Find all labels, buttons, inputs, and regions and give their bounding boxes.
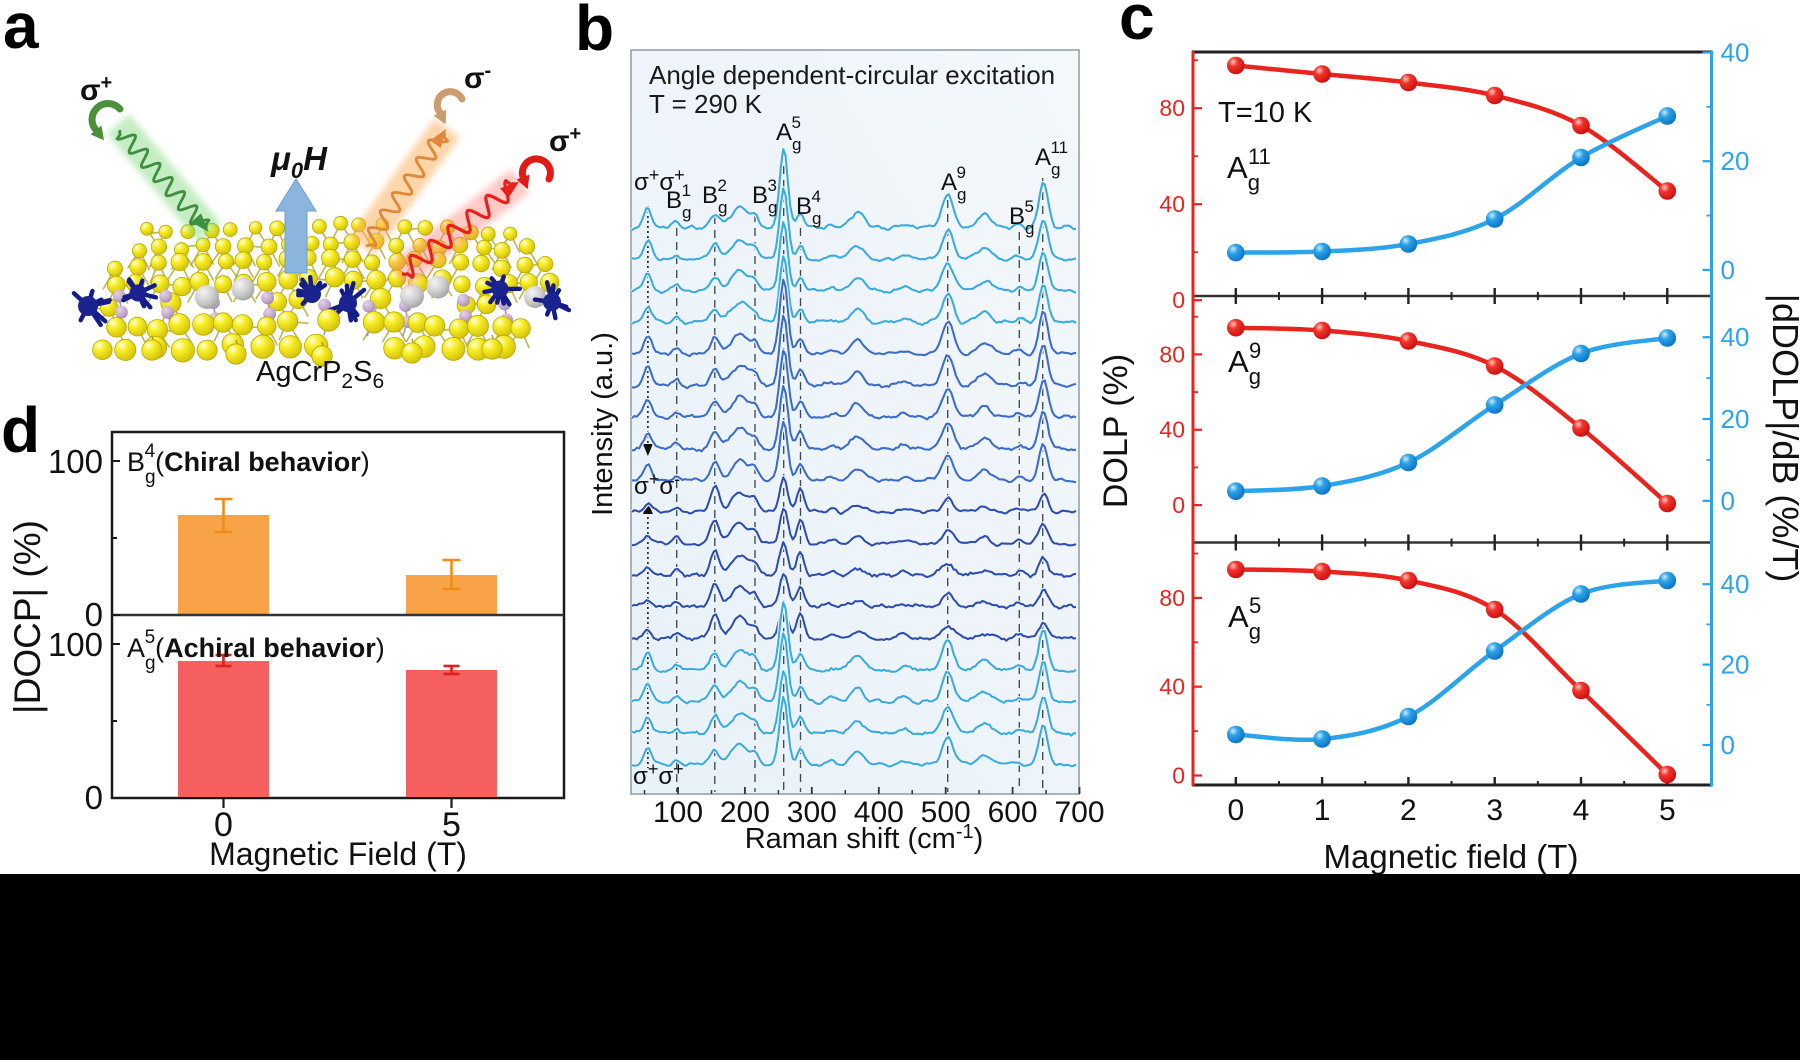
svg-text:100: 100 xyxy=(48,443,103,480)
svg-text:b: b xyxy=(575,0,614,64)
svg-text:T = 290 K: T = 290 K xyxy=(649,89,763,119)
svg-text:0: 0 xyxy=(1227,794,1244,827)
svg-text:μ0H: μ0H xyxy=(270,140,328,183)
svg-text:500: 500 xyxy=(921,796,971,829)
svg-text:σ+: σ+ xyxy=(549,123,581,158)
svg-text:0: 0 xyxy=(1172,492,1185,518)
svg-text:0: 0 xyxy=(1721,730,1735,760)
svg-text:Magnetic field (T): Magnetic field (T) xyxy=(1324,838,1579,875)
svg-text:5: 5 xyxy=(1659,794,1676,827)
svg-text:0: 0 xyxy=(1172,287,1185,313)
svg-text:σ-: σ- xyxy=(464,60,491,95)
svg-text:0: 0 xyxy=(1172,763,1185,789)
svg-text:a: a xyxy=(3,0,39,62)
svg-text:40: 40 xyxy=(1159,191,1185,217)
svg-text:d: d xyxy=(1,394,40,466)
svg-text:2: 2 xyxy=(1400,794,1417,827)
svg-text:80: 80 xyxy=(1159,95,1185,121)
svg-text:40: 40 xyxy=(1721,569,1750,599)
svg-text:0: 0 xyxy=(85,779,103,816)
svg-text:40: 40 xyxy=(1721,322,1750,352)
svg-text:100: 100 xyxy=(653,796,703,829)
svg-text:Intensity (a.u.): Intensity (a.u.) xyxy=(587,332,619,516)
svg-text:20: 20 xyxy=(1721,146,1750,176)
svg-text:80: 80 xyxy=(1159,585,1185,611)
svg-text:Raman shift (cm-1): Raman shift (cm-1) xyxy=(745,821,984,855)
svg-text:20: 20 xyxy=(1721,650,1750,680)
svg-text:AgCrP2S6: AgCrP2S6 xyxy=(256,356,384,393)
svg-text:200: 200 xyxy=(720,796,770,829)
svg-text:40: 40 xyxy=(1159,417,1185,443)
svg-text:σ+σ+: σ+σ+ xyxy=(634,165,685,196)
svg-text:100: 100 xyxy=(48,626,103,663)
svg-text:Angle dependent-circular excit: Angle dependent-circular excitation xyxy=(649,60,1055,90)
svg-text:c: c xyxy=(1119,0,1155,53)
svg-text:300: 300 xyxy=(787,796,837,829)
svg-text:0: 0 xyxy=(1721,486,1735,516)
svg-text:80: 80 xyxy=(1159,341,1185,367)
svg-text:DOLP (%): DOLP (%) xyxy=(1097,354,1135,508)
svg-text:|dDOLP|/dB (%/T): |dDOLP|/dB (%/T) xyxy=(1765,294,1800,583)
svg-text:Magnetic Field (T): Magnetic Field (T) xyxy=(209,836,467,872)
svg-text:|DOCP| (%): |DOCP| (%) xyxy=(7,520,48,714)
svg-text:600: 600 xyxy=(988,796,1038,829)
svg-text:0: 0 xyxy=(214,806,233,844)
svg-text:σ+σ-: σ+σ- xyxy=(634,469,680,500)
svg-text:20: 20 xyxy=(1721,404,1750,434)
svg-text:T=10 K: T=10 K xyxy=(1218,97,1313,129)
svg-text:0: 0 xyxy=(1721,255,1735,285)
svg-text:5: 5 xyxy=(442,806,461,844)
svg-text:700: 700 xyxy=(1054,796,1104,829)
svg-text:40: 40 xyxy=(1159,674,1185,700)
svg-text:3: 3 xyxy=(1486,794,1503,827)
svg-text:40: 40 xyxy=(1721,38,1750,68)
svg-text:0: 0 xyxy=(85,596,103,633)
svg-text:1: 1 xyxy=(1314,794,1331,827)
svg-text:4: 4 xyxy=(1573,794,1590,827)
svg-text:400: 400 xyxy=(854,796,904,829)
